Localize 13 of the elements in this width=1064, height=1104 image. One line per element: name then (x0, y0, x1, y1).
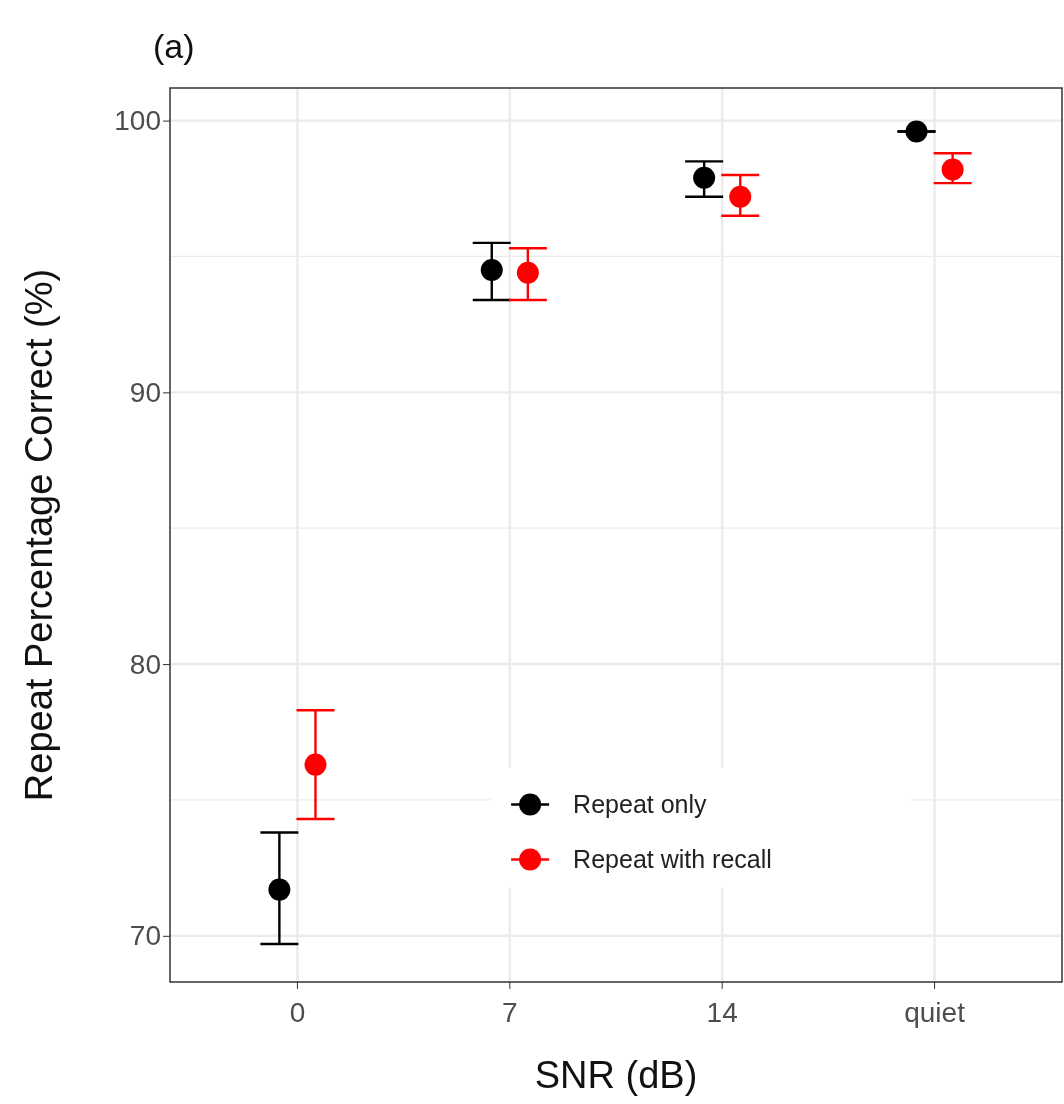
x-tick-label: 14 (706, 996, 738, 1028)
chart-title: (a) (153, 27, 195, 65)
x-tick-label: 0 (289, 996, 306, 1028)
legend-label: Repeat with recall (573, 845, 772, 874)
y-tick-label: 80 (129, 648, 161, 680)
x-axis-title: SNR (dB) (534, 1054, 698, 1096)
y-tick-label: 90 (129, 376, 161, 408)
y-tick-label: 100 (114, 105, 161, 137)
y-axis-title: Repeat Percentage Correct (%) (18, 268, 60, 802)
legend-label: Repeat only (573, 790, 708, 819)
y-tick-label: 70 (129, 920, 161, 952)
x-tick-label: 7 (502, 996, 518, 1028)
x-tick-label: quiet (904, 996, 966, 1028)
